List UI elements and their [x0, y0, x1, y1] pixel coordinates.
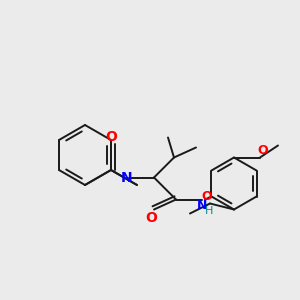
Text: N: N — [197, 199, 207, 212]
Text: N: N — [121, 170, 133, 184]
Text: O: O — [105, 130, 117, 144]
Text: O: O — [145, 211, 157, 224]
Text: H: H — [205, 206, 213, 215]
Text: O: O — [202, 190, 212, 203]
Text: O: O — [258, 144, 268, 157]
